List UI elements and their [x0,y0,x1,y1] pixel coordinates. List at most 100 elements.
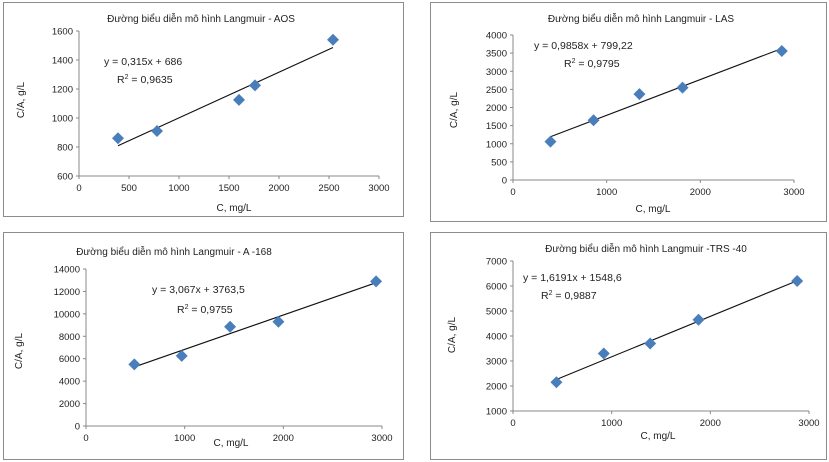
x-tick-label: 2000 [690,187,711,198]
r-squared-value: = 0,9887 [553,290,597,302]
y-tick-label: 10000 [54,309,80,320]
data-point-marker [676,81,689,94]
chart-title: Đường biểu diễn mô hình Langmuir -TRS -4… [545,242,747,255]
r-squared-value: = 0,9755 [189,304,233,316]
data-point-marker [175,349,188,362]
x-tick-label: 1000 [174,433,195,444]
data-point-marker [544,135,557,148]
x-tick-label: 2000 [700,418,721,429]
y-tick-label: 500 [491,157,507,168]
y-tick-label: 0 [75,422,80,433]
r-squared-symbol: R [541,290,549,302]
x-tick-label: 1500 [218,183,239,194]
x-tick-label: 1000 [601,418,622,429]
chart-panel-a168: Đường biểu diễn mô hình Langmuir - A -16… [3,232,404,460]
data-point-marker [224,320,237,333]
chart-title: Đường biểu diễn mô hình Langmuir - LAS [548,12,734,25]
data-point-marker [550,376,563,389]
x-tick-label: 2000 [268,183,289,194]
y-tick-label: 600 [57,172,73,183]
y-tick-label: 1500 [486,121,507,132]
y-tick-label: 4000 [486,332,507,343]
data-point-marker [644,337,657,350]
x-axis-label: C, mg/L [213,438,248,449]
data-point-marker [327,33,339,46]
data-point-marker [233,93,245,106]
y-tick-label: 800 [57,143,73,154]
chart-title: Đường biểu diễn mô hình Langmuir - AOS [107,12,295,25]
r-squared-symbol: R [117,74,125,86]
trendline [556,280,798,380]
y-tick-label: 12000 [54,287,80,298]
trendline-equation: y = 3,067x + 3763,5 [152,284,245,296]
y-tick-label: 1200 [52,85,73,96]
y-tick-label: 1000 [52,114,73,125]
data-point-marker [128,358,141,371]
y-axis-label: C/A, g/L [14,333,25,370]
y-tick-label: 2000 [486,103,507,114]
y-tick-label: 4000 [486,31,507,42]
y-tick-label: 6000 [486,282,507,293]
r-squared-superscript: 2 [185,304,189,311]
x-tick-label: 0 [76,183,81,194]
y-tick-label: 4000 [59,377,80,388]
y-tick-label: 2000 [59,399,80,410]
x-axis-label: C, mg/L [640,431,675,442]
chart-panel-trs40: Đường biểu diễn mô hình Langmuir -TRS -4… [430,232,827,460]
chart-title: Đường biểu diễn mô hình Langmuir - A -16… [76,245,272,258]
r-squared-superscript: 2 [125,74,129,81]
x-axis-label: C, mg/L [216,203,251,214]
y-axis-label: C/A, g/L [449,92,460,129]
r-squared-value: = 0,9795 [576,58,620,70]
data-point-marker [370,275,383,288]
trendline-equation: y = 0,9858x + 799,22 [534,40,633,52]
r-squared-superscript: 2 [572,58,576,65]
y-axis-label: C/A, g/L [447,317,458,354]
x-axis-label: C, mg/L [635,204,670,215]
x-tick-label: 3000 [798,418,819,429]
r-squared-value: = 0,9635 [129,74,173,86]
x-tick-label: 3000 [783,187,804,198]
y-tick-label: 1000 [486,139,507,150]
r-squared-label: R2 = 0,9795 [564,58,620,70]
y-tick-label: 5000 [486,307,507,318]
y-tick-label: 3000 [486,67,507,78]
r-squared-label: R2 = 0,9887 [541,290,597,302]
r-squared-superscript: 2 [549,290,553,297]
x-tick-label: 3000 [368,183,389,194]
r-squared-symbol: R [564,58,572,70]
y-tick-label: 1400 [52,56,73,67]
data-point-marker [791,275,804,287]
x-tick-label: 1000 [596,187,617,198]
data-point-marker [587,114,600,127]
y-tick-label: 1000 [486,407,507,418]
y-tick-label: 3000 [486,357,507,368]
trendline-equation: y = 1,6191x + 1548,6 [523,272,622,284]
data-point-marker [112,132,124,145]
y-tick-label: 3500 [486,49,507,60]
data-point-marker [151,125,163,138]
y-tick-label: 8000 [59,332,80,343]
y-tick-label: 2500 [486,85,507,96]
r-squared-label: R2 = 0,9635 [117,74,173,86]
trendline [134,282,377,368]
y-tick-label: 14000 [54,265,80,276]
chart-las: Đường biểu diễn mô hình Langmuir - LAS 0 1… [449,12,805,215]
chart-panel-aos: Đường biểu diễn mô hình Langmuir - AOS 0 5… [3,2,404,217]
chart-aos: Đường biểu diễn mô hình Langmuir - AOS 0 5… [16,12,390,214]
r-squared-label: R2 = 0,9755 [177,304,233,316]
y-tick-label: 7000 [486,257,507,268]
trendline [550,47,783,138]
y-tick-label: 6000 [59,354,80,365]
x-tick-label: 0 [510,418,515,429]
data-point-marker [597,347,610,360]
x-tick-label: 2500 [318,183,339,194]
chart-panel-las: Đường biểu diễn mô hình Langmuir - LAS 0 1… [430,2,827,222]
x-tick-label: 500 [121,183,137,194]
x-tick-label: 1000 [168,183,189,194]
r-squared-symbol: R [177,304,185,316]
x-tick-label: 0 [510,187,515,198]
y-tick-label: 1600 [52,27,73,38]
data-point-marker [692,313,705,326]
y-tick-label: 0 [502,176,507,187]
